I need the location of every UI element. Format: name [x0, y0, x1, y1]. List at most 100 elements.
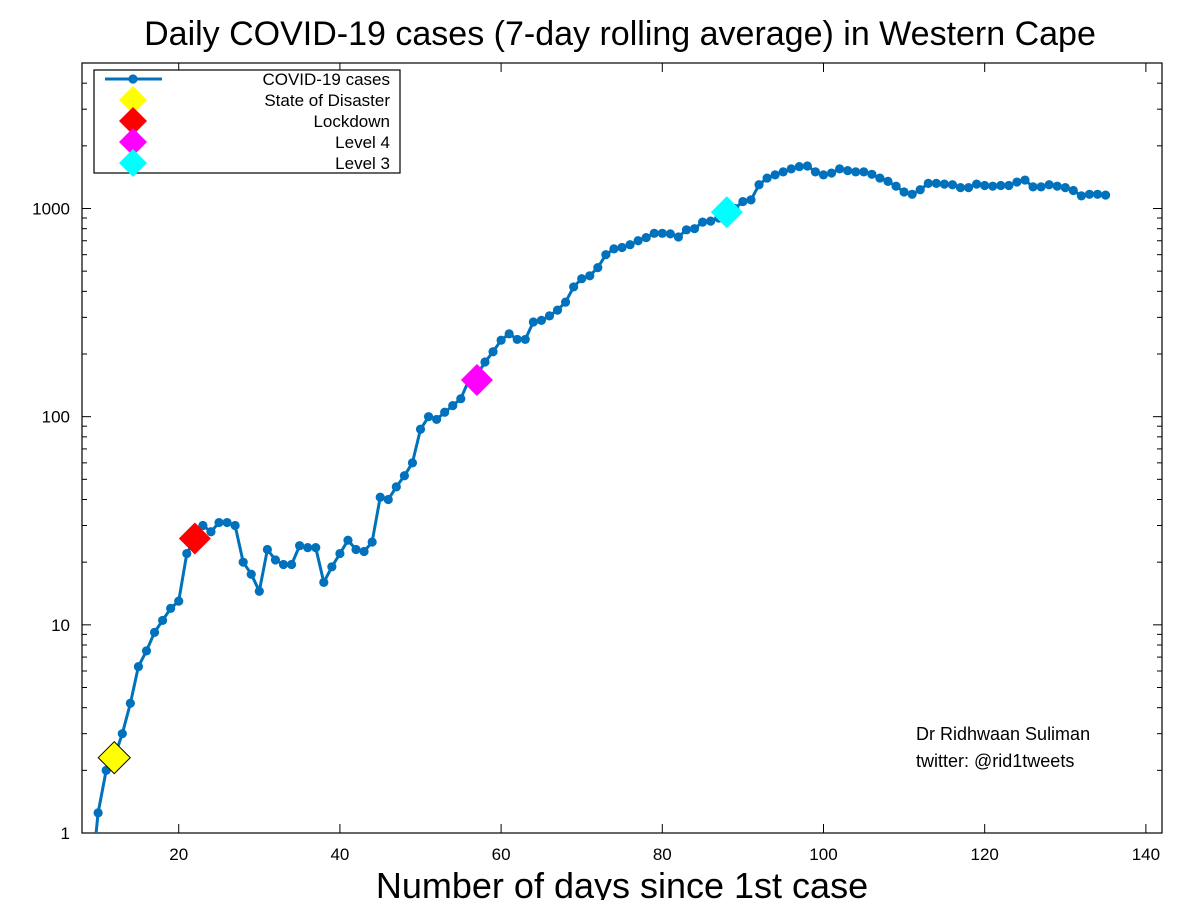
data-point — [963, 183, 974, 193]
legend-label: Lockdown — [313, 112, 390, 131]
legend-label: Level 3 — [335, 154, 390, 173]
x-tick-label: 20 — [169, 845, 188, 864]
data-point — [835, 164, 845, 174]
x-tick-label: 100 — [809, 845, 837, 864]
data-point — [254, 586, 264, 596]
data-point — [238, 557, 248, 567]
data-point — [262, 544, 272, 555]
data-point — [520, 334, 530, 345]
data-point — [504, 329, 514, 339]
data-point — [536, 315, 547, 326]
axes: 20 40 60 80 100 120 140 1 10 100 1000 — [32, 62, 1162, 864]
legend-label: State of Disaster — [264, 91, 390, 110]
data-point — [1012, 177, 1022, 187]
data-point — [593, 263, 603, 273]
legend-diamond-symbol — [119, 86, 147, 114]
data-point — [335, 548, 345, 559]
data-point — [246, 569, 256, 579]
marker-layer — [97, 196, 743, 775]
data-point — [625, 240, 635, 250]
data-point — [649, 228, 659, 238]
data-point — [947, 180, 958, 190]
data-point — [488, 347, 498, 357]
x-tick-label: 140 — [1132, 845, 1160, 864]
data-point — [182, 548, 192, 559]
data-point — [762, 173, 772, 183]
data-point — [810, 167, 821, 177]
data-point — [149, 627, 160, 637]
data-point — [859, 167, 869, 177]
data-point — [1100, 190, 1111, 200]
data-point — [931, 178, 941, 189]
data-point — [689, 224, 700, 234]
data-point — [1004, 180, 1014, 191]
x-tick-label: 40 — [330, 845, 349, 864]
x-tick-label: 80 — [653, 845, 672, 864]
data-point — [802, 161, 812, 171]
data-point — [303, 542, 313, 553]
data-point — [746, 195, 756, 205]
data-point — [270, 555, 281, 565]
data-point — [359, 546, 369, 557]
data-point — [955, 183, 966, 193]
y-tick-label: 100 — [42, 408, 70, 427]
data-point — [794, 161, 804, 172]
data-point — [996, 180, 1006, 191]
event-marker — [178, 522, 211, 555]
data-point — [1092, 189, 1103, 199]
data-point — [754, 180, 764, 190]
legend-label: COVID-19 cases — [262, 70, 390, 89]
data-point — [657, 228, 667, 238]
data-point — [391, 482, 401, 492]
x-tick-label: 120 — [970, 845, 998, 864]
data-point — [166, 603, 176, 613]
data-point — [851, 167, 861, 177]
data-point — [826, 168, 837, 178]
data-point — [512, 334, 522, 345]
data-point — [939, 179, 949, 189]
series-layer — [93, 161, 1111, 834]
data-point — [907, 189, 917, 199]
data-point — [415, 424, 426, 434]
data-point — [319, 577, 329, 587]
data-point — [399, 471, 409, 481]
data-point — [891, 181, 901, 191]
data-point — [327, 562, 337, 572]
data-point — [818, 170, 829, 180]
data-point — [174, 596, 184, 606]
data-point — [157, 615, 168, 626]
data-point — [1028, 182, 1038, 192]
data-point — [988, 181, 998, 191]
plot-frame — [81, 62, 1163, 834]
data-point — [456, 394, 466, 404]
data-point — [843, 166, 853, 176]
data-point — [125, 698, 135, 708]
event-marker — [710, 196, 743, 229]
data-point — [609, 244, 619, 254]
credit-name: Dr Ridhwaan Suliman — [916, 724, 1090, 744]
y-tick-label: 1000 — [32, 200, 70, 219]
x-axis-label: Number of days since 1st case — [376, 865, 868, 900]
data-point — [560, 297, 571, 307]
data-point — [117, 729, 127, 739]
legend-diamond-symbol — [119, 149, 147, 177]
legend-diamond-symbol — [119, 128, 147, 156]
data-point — [697, 217, 708, 227]
data-point — [343, 535, 353, 545]
data-point — [617, 242, 627, 253]
data-point — [367, 537, 377, 547]
data-point — [278, 559, 289, 570]
data-point — [738, 196, 748, 207]
data-point — [407, 458, 418, 468]
data-point — [883, 176, 893, 186]
data-point — [899, 187, 909, 197]
data-point — [440, 407, 450, 417]
data-point — [1036, 182, 1046, 192]
data-point — [1044, 180, 1054, 190]
data-point — [222, 517, 232, 528]
data-point — [778, 167, 788, 177]
legend-diamond-symbol — [119, 107, 147, 135]
data-point — [214, 517, 224, 528]
legend-label: Level 4 — [335, 133, 390, 152]
